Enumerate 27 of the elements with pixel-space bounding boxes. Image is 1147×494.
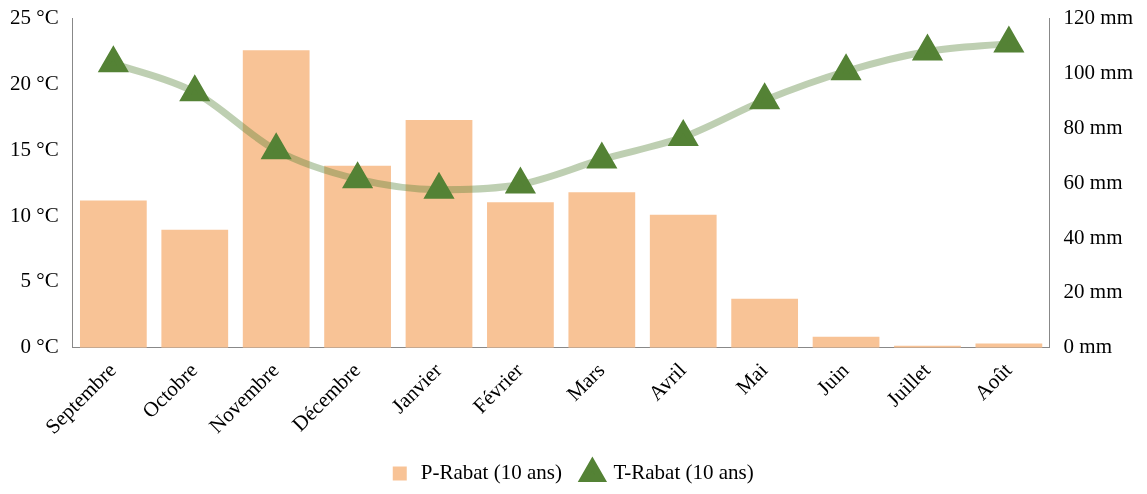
bar <box>79 200 147 348</box>
x-tick-label: Juin <box>811 357 854 400</box>
bar <box>649 214 717 348</box>
legend-label: P-Rabat (10 ans) <box>420 460 562 485</box>
y2-tick-label: 40 mm <box>1063 224 1123 249</box>
y-tick-label: 15 °C <box>10 136 59 161</box>
bar <box>731 298 799 348</box>
y-tick-label: 0 °C <box>20 334 59 359</box>
bar <box>568 192 636 348</box>
bar <box>242 50 310 348</box>
y2-tick-label: 0 mm <box>1063 334 1112 359</box>
y2-tick-label: 120 mm <box>1063 5 1133 30</box>
y-tick-label: 5 °C <box>20 268 59 293</box>
y-tick-label: 10 °C <box>10 202 59 227</box>
y-tick-label: 25 °C <box>10 5 59 30</box>
bar <box>487 202 554 348</box>
bar <box>161 229 229 348</box>
y2-tick-label: 60 mm <box>1063 169 1123 194</box>
y2-tick-label: 80 mm <box>1063 114 1123 139</box>
bar <box>405 120 473 348</box>
bar <box>324 165 391 348</box>
y2-tick-label: 20 mm <box>1063 279 1123 304</box>
y2-tick-label: 100 mm <box>1063 59 1133 84</box>
legend-label: T-Rabat (10 ans) <box>613 460 754 485</box>
x-tick-label: Mai <box>731 357 773 399</box>
y-tick-label: 20 °C <box>10 70 59 95</box>
bar <box>812 336 880 348</box>
